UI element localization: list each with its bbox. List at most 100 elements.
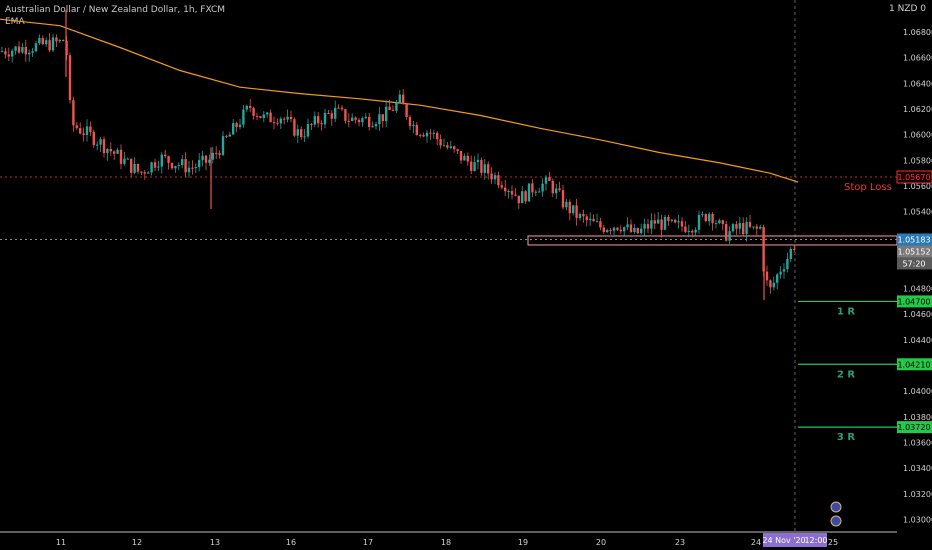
candle-body xyxy=(184,159,187,173)
candle-body xyxy=(765,271,769,281)
y-tick-label: 1.05400 xyxy=(903,208,932,217)
candle-body xyxy=(731,224,735,232)
candle-body xyxy=(347,120,350,122)
candle-body xyxy=(398,94,401,103)
currency-label[interactable]: 1 NZD 0 xyxy=(888,4,926,14)
candle-body xyxy=(650,220,653,229)
candle-body xyxy=(167,156,170,163)
candle-body xyxy=(531,183,534,193)
candle-body xyxy=(735,224,738,229)
y-tick-label: 1.03200 xyxy=(903,490,932,499)
candle-body xyxy=(653,220,656,224)
candle-body xyxy=(752,226,755,228)
target-price-1: 1.04700 xyxy=(897,297,930,306)
candle-body xyxy=(126,158,129,160)
candle-body xyxy=(442,145,446,147)
candle-body xyxy=(487,164,490,174)
candle-body xyxy=(718,220,721,224)
candle-body xyxy=(697,214,701,230)
candle-body xyxy=(187,167,191,173)
candle-body xyxy=(691,230,694,233)
candle-body xyxy=(323,112,327,125)
candle-body xyxy=(527,183,531,202)
candle-body xyxy=(789,248,792,259)
candle-body xyxy=(283,118,286,120)
candle-body xyxy=(772,282,775,288)
candle-body xyxy=(670,219,673,221)
candle-body xyxy=(34,43,38,52)
y-tick-label: 1.06200 xyxy=(903,105,932,114)
candle-body xyxy=(11,50,14,57)
candle-body xyxy=(616,227,619,230)
candle-body xyxy=(79,128,82,134)
candle-body xyxy=(109,148,112,152)
candle-body xyxy=(507,190,510,192)
y-tick-label: 1.03800 xyxy=(903,413,932,422)
candle-body xyxy=(436,132,439,140)
chart-legend: Australian Dollar / New Zealand Dollar, … xyxy=(5,4,225,28)
candle-body xyxy=(133,163,136,173)
candle-body xyxy=(378,114,381,125)
target-label-1: 1 R xyxy=(837,306,855,317)
cursor-time-tag xyxy=(763,533,827,547)
candle-body xyxy=(480,159,483,173)
candle-body xyxy=(504,187,507,192)
candle-body xyxy=(24,47,27,55)
ema-line xyxy=(0,18,799,183)
x-tick-label: 23 xyxy=(675,538,685,547)
candle-body xyxy=(215,152,218,154)
candle-body xyxy=(313,116,316,125)
candle-body xyxy=(422,135,425,137)
candle-body xyxy=(96,144,99,146)
y-tick-label: 1.04600 xyxy=(903,310,932,319)
candle-body xyxy=(402,94,405,105)
candle-body xyxy=(119,149,123,164)
candle-body xyxy=(432,132,435,134)
candle-body xyxy=(177,165,180,167)
candle-body xyxy=(391,110,395,112)
candle-body xyxy=(181,159,184,166)
secondary-price-value: 1.05152 xyxy=(897,247,930,256)
candle-body xyxy=(408,117,412,127)
candle-body xyxy=(113,151,116,154)
candle-body xyxy=(82,133,85,136)
candle-body xyxy=(585,216,588,221)
candle-body xyxy=(232,123,235,135)
candle-body xyxy=(721,220,724,225)
candle-body xyxy=(242,109,245,125)
candle-body xyxy=(102,139,106,154)
ema-indicator-label[interactable]: EMA xyxy=(5,17,25,27)
candle-body xyxy=(660,219,663,230)
candle-body xyxy=(701,214,704,216)
candle-body xyxy=(276,122,279,124)
candle-body xyxy=(306,124,310,137)
cursor-time-hour: 12:00 xyxy=(804,536,827,545)
candle-body xyxy=(368,116,371,127)
support-zone xyxy=(527,235,898,246)
candle-body xyxy=(238,124,242,128)
candle-body xyxy=(147,172,150,174)
x-tick-label: 13 xyxy=(210,538,220,547)
candle-body xyxy=(45,40,48,45)
symbol-title[interactable]: Australian Dollar / New Zealand Dollar, … xyxy=(5,5,226,15)
stop-loss-price-tag xyxy=(896,170,932,184)
candle-body xyxy=(106,148,109,154)
candle-body xyxy=(483,164,486,173)
y-tick-label: 1.04000 xyxy=(903,387,932,396)
candle-body xyxy=(643,224,646,229)
candle-body xyxy=(317,116,320,124)
candle-body xyxy=(198,160,201,168)
candle-body xyxy=(551,180,554,194)
candle-body xyxy=(524,191,527,202)
candle-body xyxy=(310,124,313,126)
target-price-tag-2 xyxy=(897,358,932,371)
y-tick-label: 1.05800 xyxy=(903,156,932,165)
candle-body xyxy=(385,106,388,122)
candle-body xyxy=(742,223,745,235)
candle-body xyxy=(521,191,524,204)
candle-body xyxy=(58,40,61,42)
candle-body xyxy=(405,104,408,118)
candle-body xyxy=(565,201,568,208)
candle-body xyxy=(0,51,4,53)
